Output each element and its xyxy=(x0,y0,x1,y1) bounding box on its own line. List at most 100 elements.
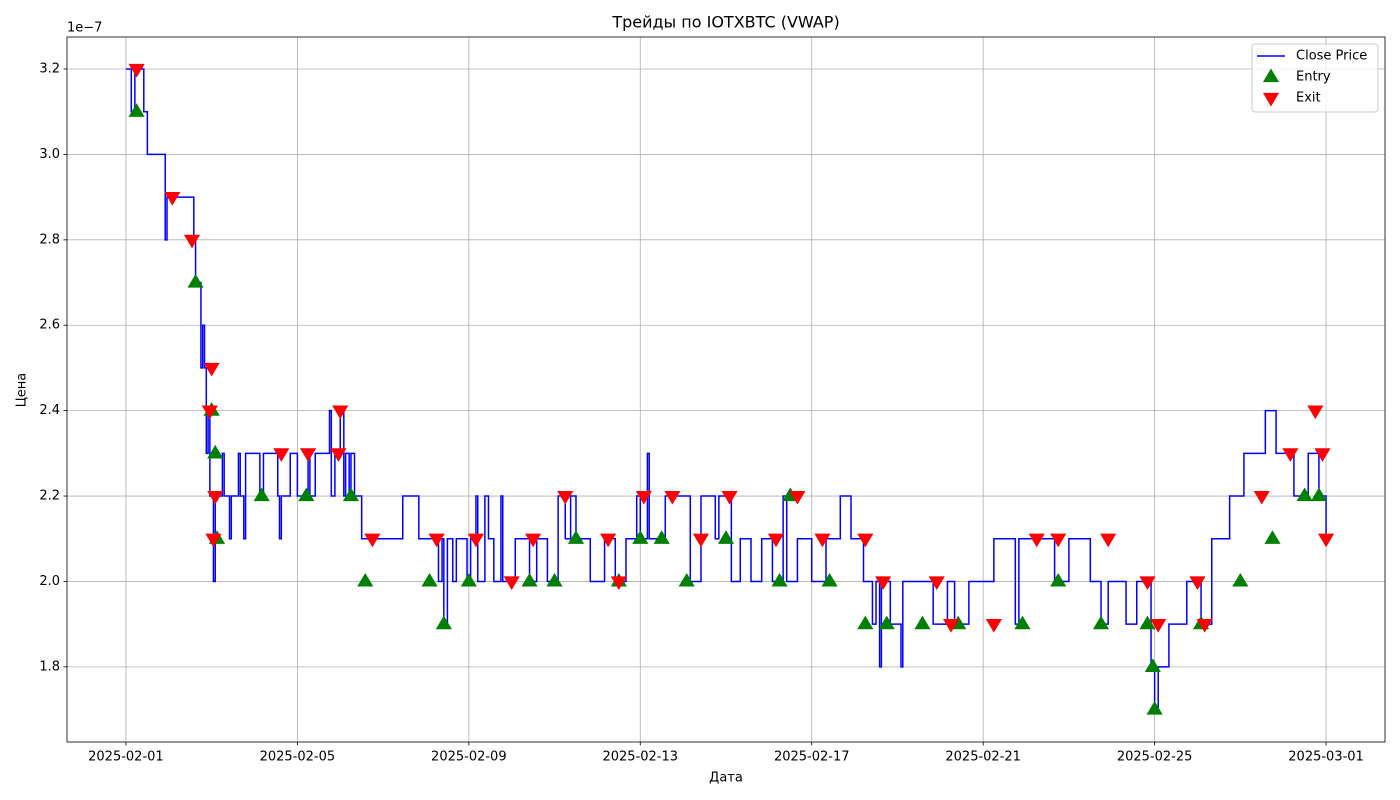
legend-marker xyxy=(1262,92,1280,107)
exit-marker xyxy=(557,490,574,505)
x-tick-label: 2025-02-13 xyxy=(602,750,678,765)
exit-marker xyxy=(814,533,831,548)
entry-marker xyxy=(460,572,477,587)
entry-marker xyxy=(771,572,788,587)
exit-marker xyxy=(942,619,960,633)
chart-title: Трейды по IOTXBTC (VWAP) xyxy=(611,13,839,32)
legend-label: Entry xyxy=(1296,70,1331,85)
exit-marker xyxy=(1196,619,1213,633)
entry-marker xyxy=(678,572,695,587)
series-layer xyxy=(125,63,1335,715)
exit-marker xyxy=(467,533,485,548)
exit-marker xyxy=(207,490,224,505)
entry-marker xyxy=(546,572,563,587)
exit-marker xyxy=(201,405,218,420)
exit-marker xyxy=(205,533,222,548)
exit-marker xyxy=(1253,490,1270,505)
y-tick-label: 2.4 xyxy=(39,403,60,418)
exit-marker xyxy=(1028,533,1045,548)
entry-marker xyxy=(717,530,735,544)
entry-marker xyxy=(1310,487,1327,502)
x-tick-label: 2025-02-09 xyxy=(431,750,507,765)
exit-marker xyxy=(721,490,738,505)
exit-marker xyxy=(664,490,681,505)
entry-marker xyxy=(253,487,270,502)
exit-marker xyxy=(1150,619,1167,633)
x-axis-label: Дата xyxy=(709,771,743,786)
exit-marker xyxy=(928,576,945,590)
entry-marker xyxy=(521,572,538,587)
exit-marker xyxy=(164,192,181,206)
entry-marker xyxy=(342,487,360,502)
entry-marker xyxy=(1144,658,1161,672)
entry-marker xyxy=(914,615,931,630)
entry-marker xyxy=(857,615,874,630)
legend-label: Exit xyxy=(1296,91,1321,106)
entry-marker xyxy=(128,103,145,117)
exit-marker xyxy=(857,533,874,548)
entry-marker xyxy=(1139,615,1156,630)
exit-marker xyxy=(1307,405,1324,420)
exit-marker xyxy=(203,362,220,377)
exit-marker xyxy=(273,448,290,462)
exit-marker xyxy=(692,533,710,548)
exit-marker xyxy=(1314,448,1331,462)
exit-marker xyxy=(332,405,349,420)
y-tick-label: 1.8 xyxy=(39,659,60,674)
exit-marker xyxy=(875,576,892,590)
entry-marker xyxy=(1146,701,1163,715)
exit-marker xyxy=(1139,576,1156,590)
y-tick-label: 2.0 xyxy=(39,574,60,589)
exit-marker xyxy=(364,533,381,548)
exit-marker xyxy=(128,63,145,78)
entry-marker xyxy=(1092,615,1110,630)
entry-marker xyxy=(421,572,438,587)
entry-marker xyxy=(821,572,838,587)
exit-marker xyxy=(985,619,1002,633)
x-tick-label: 2025-02-25 xyxy=(1117,750,1193,765)
exit-marker xyxy=(300,448,317,462)
y-tick-label: 2.8 xyxy=(39,232,60,247)
entry-marker xyxy=(435,615,452,630)
axes-frame xyxy=(66,36,1386,743)
entry-marker xyxy=(207,444,224,459)
x-tick-label: 2025-02-21 xyxy=(945,750,1021,765)
exit-marker xyxy=(789,490,806,505)
y-tick-label: 3.0 xyxy=(39,147,60,162)
exit-marker xyxy=(600,533,617,548)
entry-marker xyxy=(1296,487,1313,502)
y-tick-label: 3.2 xyxy=(39,62,60,77)
exit-marker xyxy=(525,533,542,548)
y-axis-label: Цена xyxy=(15,373,30,408)
y-tick-label: 2.2 xyxy=(39,489,60,504)
x-tick-label: 2025-02-05 xyxy=(260,750,336,765)
price-line xyxy=(125,68,1327,711)
entry-marker xyxy=(878,615,895,630)
exit-marker xyxy=(635,490,652,505)
exit-marker xyxy=(1100,533,1117,548)
exit-marker xyxy=(1189,576,1206,590)
entry-marker xyxy=(567,530,585,544)
entry-marker xyxy=(298,487,315,502)
entry-marker xyxy=(1232,572,1249,587)
entry-marker xyxy=(1264,530,1281,544)
exit-marker xyxy=(183,234,201,249)
legend-label: Close Price xyxy=(1296,49,1367,64)
x-tick-label: 2025-02-01 xyxy=(88,750,164,765)
entry-marker xyxy=(187,274,204,288)
x-tick-label: 2025-03-01 xyxy=(1288,750,1364,765)
exit-marker xyxy=(610,576,627,590)
y-offset-text: 1e−7 xyxy=(67,21,102,36)
entry-marker xyxy=(357,572,374,587)
exit-marker xyxy=(767,533,785,548)
entry-marker xyxy=(632,530,649,544)
exit-marker xyxy=(503,576,520,590)
entry-marker xyxy=(1050,572,1067,587)
x-tick-label: 2025-02-17 xyxy=(774,750,850,765)
exit-marker xyxy=(1050,533,1067,548)
entry-marker xyxy=(1014,615,1031,630)
entry-marker xyxy=(653,530,670,544)
exit-marker xyxy=(428,533,445,548)
